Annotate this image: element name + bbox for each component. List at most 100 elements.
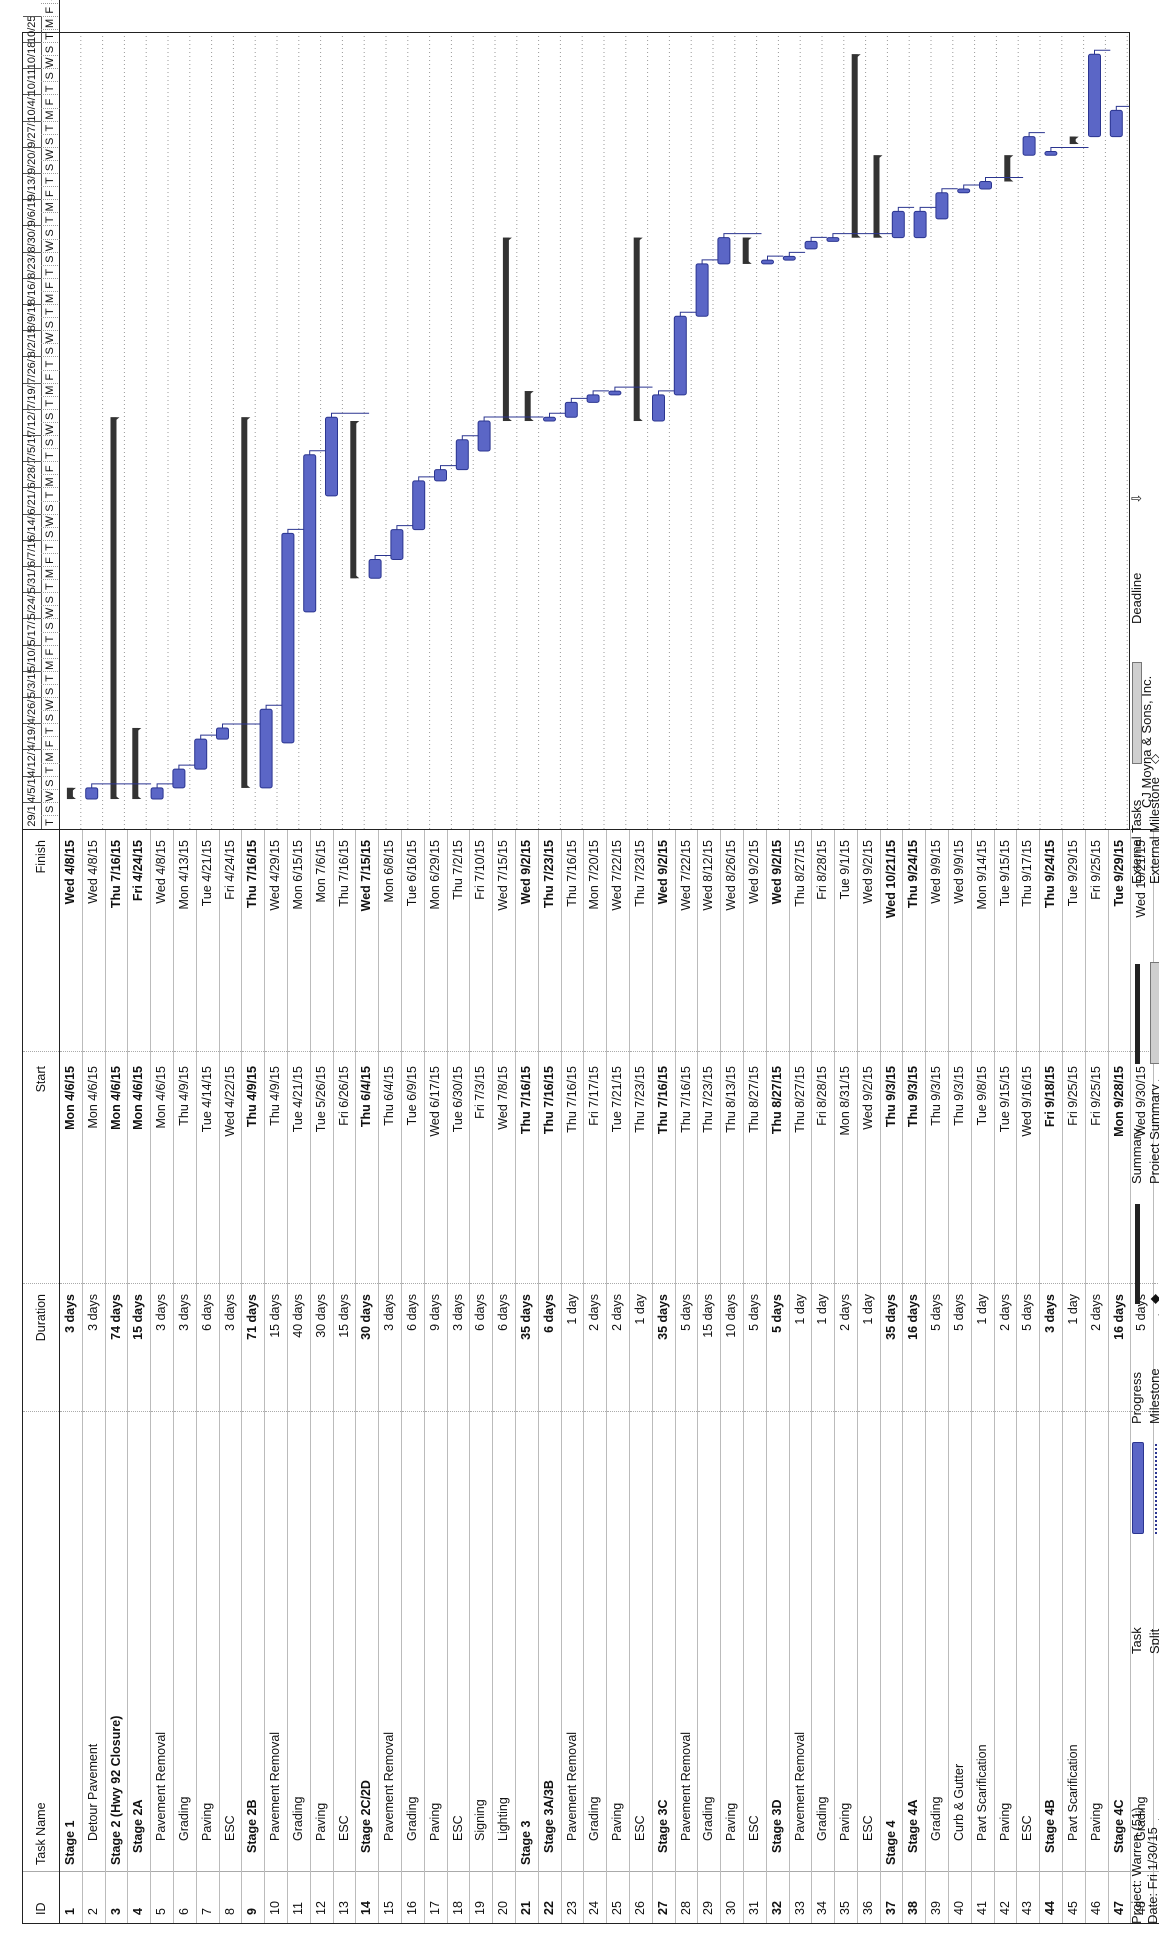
task-id: 30 [721,1871,743,1923]
table-row[interactable]: 23 Pavement Removal 1 day Thu 7/16/15 Thu 7/… [561,829,585,1923]
task-id: 1 [60,1871,82,1923]
table-row[interactable]: 41 Pavt Scarification 1 day Tue 9/8/15 Mon 9… [971,829,995,1923]
table-row[interactable]: 29 Grading 15 days Thu 7/23/15 Wed 8/12/15 [698,829,722,1923]
table-row[interactable]: 6 Grading 3 days Thu 4/9/15 Mon 4/13/15 [173,829,197,1923]
table-row[interactable]: 43 ESC 5 days Wed 9/16/15 Thu 9/17/15 [1017,829,1041,1923]
table-row[interactable]: 7 Paving 6 days Tue 4/14/15 Tue 4/21/15 [196,829,220,1923]
task-duration: 5 days [949,1283,971,1411]
table-row[interactable]: 40 Curb & Gutter 5 days Thu 9/3/15 Wed 9/9/1… [949,829,972,1923]
task-start: Thu 7/16/15 [675,1051,698,1283]
dependency-link [461,435,479,440]
dependency-link [374,555,391,560]
task-duration: 1 day [971,1283,994,1411]
table-row[interactable]: 36 ESC 1 day Wed 9/2/15 Wed 9/2/15 [857,829,881,1923]
task-bar [434,469,447,482]
table-row[interactable]: 20 Lighting 6 days Wed 7/8/15 Wed 7/15/15 [493,829,516,1923]
summary-end-cap [502,237,512,243]
table-row[interactable]: 46 Paving 2 days Fri 9/25/15 Fri 9/25/15 [1085,829,1109,1923]
task-name: Paving [721,1411,743,1871]
task-start: Tue 4/21/15 [287,1051,310,1283]
col-start-header[interactable]: Start [23,1051,59,1283]
table-row[interactable]: 30 Paving 10 days Thu 8/13/15 Wed 8/26/15 [721,829,744,1923]
legend-swatch-task [1132,1442,1144,1534]
task-finish: Fri 4/24/15 [128,829,151,1051]
task-finish: Tue 9/1/15 [835,829,857,1051]
col-duration-header[interactable]: Duration [23,1283,59,1411]
task-duration: 15 days [128,1283,151,1411]
task-name: Grading [926,1411,949,1871]
task-finish: Wed 7/15/15 [356,829,379,1051]
task-id: 46 [1085,1871,1108,1923]
table-row[interactable]: 35 Paving 2 days Mon 8/31/15 Tue 9/1/15 [835,829,858,1923]
table-row[interactable]: 19 Signing 6 days Fri 7/3/15 Fri 7/10/15 [470,829,494,1923]
task-start: Thu 4/9/15 [242,1051,265,1283]
col-name-header[interactable]: Task Name [23,1411,59,1871]
task-id: 34 [812,1871,835,1923]
table-row[interactable]: 37 Stage 4 35 days Thu 9/3/15 Wed 10/21/15 [880,829,904,1923]
table-row[interactable]: 18 ESC 3 days Tue 6/30/15 Thu 7/2/15 [447,829,471,1923]
dependency-link [941,188,958,193]
table-row[interactable]: 2 Detour Pavement 3 days Mon 4/6/15 Wed 4/8/… [82,829,106,1923]
task-bar [564,401,578,418]
table-row[interactable]: 28 Pavement Removal 5 days Thu 7/16/15 Wed 7… [675,829,699,1923]
table-row[interactable]: 8 ESC 3 days Wed 4/22/15 Fri 4/24/15 [219,829,243,1923]
task-name: Grading [698,1411,721,1871]
col-finish-header[interactable]: Finish [23,829,59,1051]
table-row[interactable]: 22 Stage 3A/3B 6 days Thu 7/16/15 Thu 7/23/1… [538,829,562,1923]
table-row[interactable]: 26 ESC 1 day Thu 7/23/15 Thu 7/23/15 [629,829,653,1923]
table-row[interactable]: 15 Pavement Removal 3 days Thu 6/4/15 Mon 6/… [379,829,402,1923]
task-id: 2 [82,1871,105,1923]
table-row[interactable]: 10 Pavement Removal 15 days Thu 4/9/15 Wed 4… [265,829,288,1923]
table-row[interactable]: 34 Grading 1 day Fri 8/28/15 Fri 8/28/15 [812,829,836,1923]
table-row[interactable]: 12 Paving 30 days Tue 5/26/15 Mon 7/6/15 [310,829,334,1923]
task-start: Thu 8/27/15 [766,1051,789,1283]
summary-bar [873,155,880,238]
dependency-link [767,255,784,261]
table-row[interactable]: 31 ESC 5 days Thu 8/27/15 Wed 9/2/15 [743,829,767,1923]
col-id-header[interactable]: ID [23,1871,59,1923]
table-row[interactable]: 4 Stage 2A 15 days Mon 4/6/15 Fri 4/24/15 [128,829,152,1923]
table-row[interactable]: 5 Pavement Removal 3 days Mon 4/6/15 Wed 4/8… [151,829,174,1923]
table-row[interactable]: 13 ESC 15 days Fri 6/26/15 Thu 7/16/15 [333,829,357,1923]
task-start: Thu 9/3/15 [926,1051,949,1283]
task-start: Thu 8/27/15 [743,1051,766,1283]
task-name: Pavement Removal [789,1411,812,1871]
task-name: Stage 4B [1040,1411,1063,1871]
table-row[interactable]: 44 Stage 4B 3 days Fri 9/18/15 Thu 9/24/15 [1040,829,1064,1923]
table-row[interactable]: 45 Pavt Scarification 1 day Fri 9/25/15 Tue … [1063,829,1086,1923]
table-row[interactable]: 24 Grading 2 days Fri 7/17/15 Mon 7/20/15 [584,829,608,1923]
table-row[interactable]: 27 Stage 3C 35 days Thu 7/16/15 Wed 9/2/15 [652,829,676,1923]
table-row[interactable]: 14 Stage 2C/2D 30 days Thu 6/4/15 Wed 7/15/1… [356,829,380,1923]
table-row[interactable]: 38 Stage 4A 16 days Thu 9/3/15 Thu 9/24/15 [903,829,927,1923]
task-duration: 30 days [356,1283,379,1411]
table-row[interactable]: 16 Grading 6 days Tue 6/9/15 Tue 6/16/15 [401,829,425,1923]
summary-bar [1004,155,1011,182]
table-row[interactable]: 32 Stage 3D 5 days Thu 8/27/15 Wed 9/2/15 [766,829,790,1923]
task-start: Fri 7/3/15 [470,1051,493,1283]
task-duration: 6 days [196,1283,219,1411]
summary-bar [110,417,117,800]
task-finish: Mon 6/29/15 [424,829,447,1051]
task-duration: 3 days [1040,1283,1063,1411]
task-finish: Wed 7/15/15 [493,829,515,1051]
task-duration: 30 days [310,1283,333,1411]
table-row[interactable]: 39 Grading 5 days Thu 9/3/15 Wed 9/9/15 [926,829,950,1923]
table-row[interactable]: 21 Stage 3 35 days Thu 7/16/15 Wed 9/2/15 [515,829,539,1923]
task-id: 39 [926,1871,949,1923]
table-row[interactable]: 11 Grading 40 days Tue 4/21/15 Mon 6/15/15 [287,829,311,1923]
task-duration: 10 days [721,1283,743,1411]
task-name: ESC [743,1411,766,1871]
table-row[interactable]: 33 Pavement Removal 1 day Thu 8/27/15 Thu 8/… [789,829,813,1923]
task-start: Thu 9/3/15 [949,1051,971,1283]
table-row[interactable]: 25 Paving 2 days Tue 7/21/15 Wed 7/22/15 [607,829,630,1923]
task-id: 11 [287,1871,310,1923]
table-row[interactable]: 17 Paving 9 days Wed 6/17/15 Mon 6/29/15 [424,829,448,1923]
table-row[interactable]: 42 Paving 2 days Tue 9/15/15 Tue 9/15/15 [994,829,1018,1923]
task-start: Mon 8/31/15 [835,1051,857,1283]
table-row[interactable]: 3 Stage 2 (Hwy 92 Closure) 74 days Mon 4/6/… [105,829,129,1923]
task-start: Tue 6/30/15 [447,1051,470,1283]
table-row[interactable]: 9 Stage 2B 71 days Thu 4/9/15 Thu 7/16/15 [242,829,266,1923]
table-header: ID Task Name Duration Start Finish [23,829,60,1923]
